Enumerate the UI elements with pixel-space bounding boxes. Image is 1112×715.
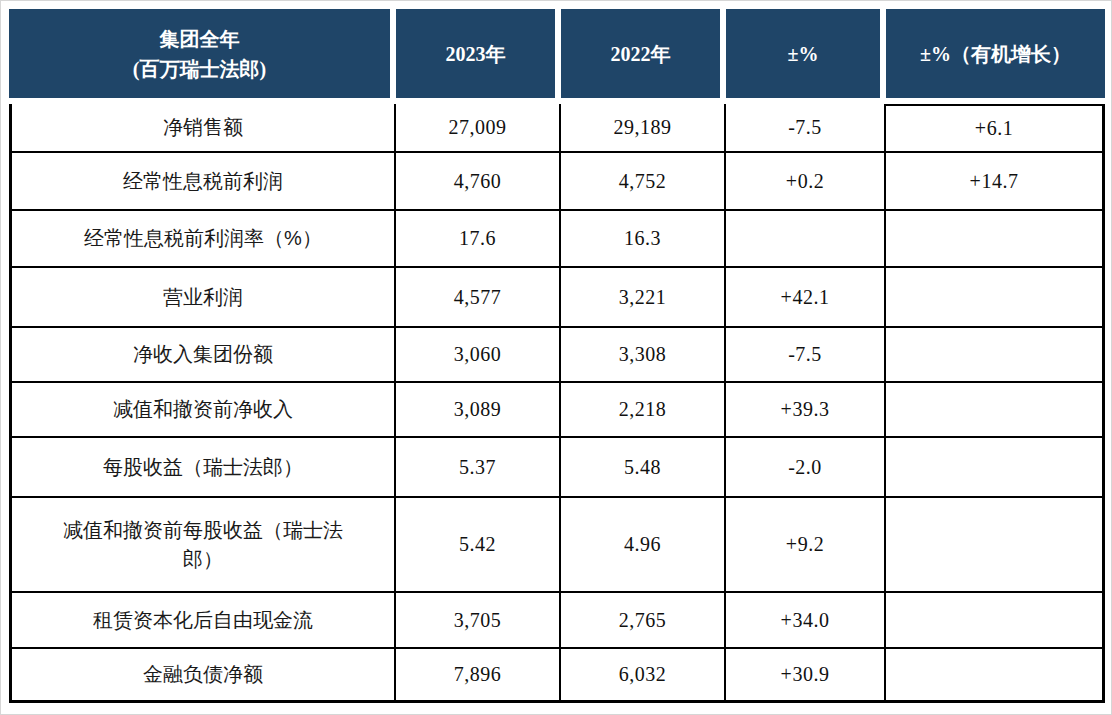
value-change-pct	[726, 211, 886, 268]
value-organic-growth: +14.7	[886, 153, 1105, 211]
value-organic-growth	[886, 649, 1105, 703]
row-label: 营业利润	[9, 268, 396, 328]
value-2023: 3,089	[396, 383, 561, 438]
value-change-pct: -7.5	[726, 328, 886, 383]
value-2023: 5.37	[396, 438, 561, 498]
page: { "colors": { "header_bg": "#1f4568", "h…	[0, 0, 1112, 715]
financial-results-table: 集团全年 (百万瑞士法郎) 2023年 2022年 ±% ±%（有机增长） 净销…	[9, 9, 1105, 703]
row-label: 减值和撤资前净收入	[9, 383, 396, 438]
value-change-pct: -7.5	[726, 104, 886, 153]
value-2022: 16.3	[561, 211, 726, 268]
value-organic-growth	[886, 211, 1105, 268]
value-2023: 5.42	[396, 498, 561, 593]
value-change-pct: +0.2	[726, 153, 886, 211]
row-label: 经常性息税前利润率（%）	[9, 211, 396, 268]
value-2022: 29,189	[561, 104, 726, 153]
value-organic-growth	[886, 268, 1105, 328]
value-2022: 2,765	[561, 593, 726, 649]
row-label: 经常性息税前利润	[9, 153, 396, 211]
value-organic-growth: +6.1	[886, 104, 1105, 153]
value-2023: 4,760	[396, 153, 561, 211]
header-cell-change-pct: ±%	[726, 9, 886, 104]
row-label: 减值和撤资前每股收益（瑞士法郎）	[9, 498, 396, 593]
value-2023: 3,060	[396, 328, 561, 383]
value-2022: 3,221	[561, 268, 726, 328]
value-change-pct: +9.2	[726, 498, 886, 593]
value-organic-growth	[886, 328, 1105, 383]
header-cell-2023: 2023年	[396, 9, 561, 104]
value-2023: 4,577	[396, 268, 561, 328]
header-cell-2022: 2022年	[561, 9, 726, 104]
value-change-pct: -2.0	[726, 438, 886, 498]
value-organic-growth	[886, 383, 1105, 438]
header-group-title: 集团全年	[160, 24, 240, 54]
row-label: 净收入集团份额	[9, 328, 396, 383]
value-change-pct: +39.3	[726, 383, 886, 438]
row-label: 每股收益（瑞士法郎）	[9, 438, 396, 498]
value-2022: 3,308	[561, 328, 726, 383]
header-cell-group: 集团全年 (百万瑞士法郎)	[9, 9, 396, 104]
value-2023: 3,705	[396, 593, 561, 649]
header-group-subtitle: (百万瑞士法郎)	[133, 54, 266, 84]
value-change-pct: +42.1	[726, 268, 886, 328]
row-label: 净销售额	[9, 104, 396, 153]
value-organic-growth	[886, 498, 1105, 593]
value-2022: 5.48	[561, 438, 726, 498]
value-2023: 27,009	[396, 104, 561, 153]
value-2023: 7,896	[396, 649, 561, 703]
value-organic-growth	[886, 593, 1105, 649]
value-change-pct: +30.9	[726, 649, 886, 703]
value-organic-growth	[886, 438, 1105, 498]
header-cell-organic-growth: ±%（有机增长）	[886, 9, 1105, 104]
value-2022: 4,752	[561, 153, 726, 211]
value-2022: 2,218	[561, 383, 726, 438]
value-2023: 17.6	[396, 211, 561, 268]
value-change-pct: +34.0	[726, 593, 886, 649]
row-label: 租赁资本化后自由现金流	[9, 593, 396, 649]
value-2022: 6,032	[561, 649, 726, 703]
value-2022: 4.96	[561, 498, 726, 593]
row-label: 金融负债净额	[9, 649, 396, 703]
